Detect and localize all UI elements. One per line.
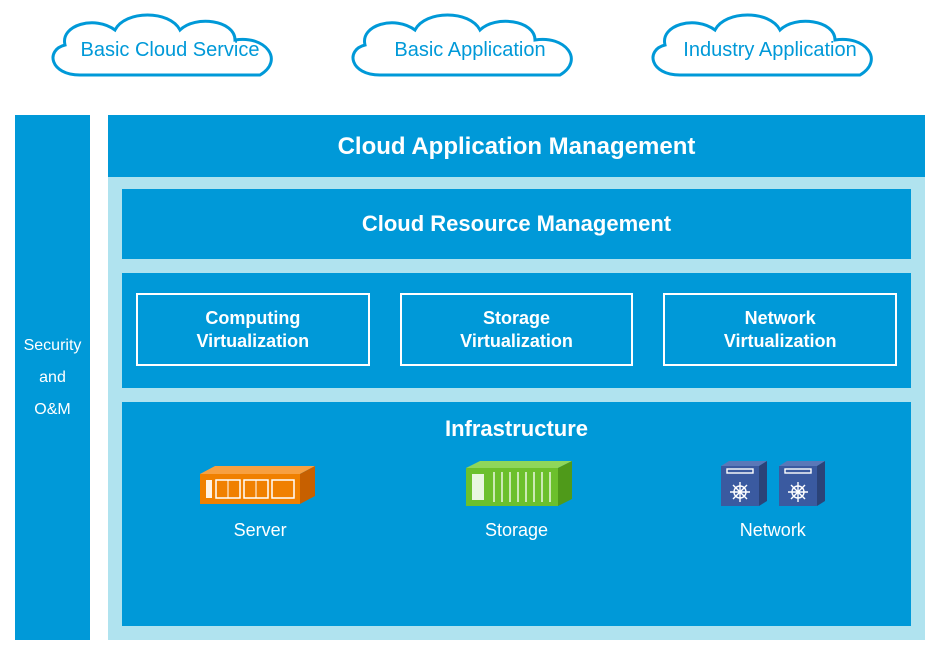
storage-icon xyxy=(446,454,586,512)
sidebar-security-om: Security and O&M xyxy=(15,115,90,640)
storage-virtualization-box: Storage Virtualization xyxy=(400,293,634,366)
sidebar-line: O&M xyxy=(24,394,82,426)
content-column: Cloud Application Management Cloud Resou… xyxy=(108,115,925,640)
virtualization-row: Computing Virtualization Storage Virtual… xyxy=(122,273,911,388)
network-virtualization-box: Network Virtualization xyxy=(663,293,897,366)
virt-line: Virtualization xyxy=(144,330,362,353)
cloud-industry-application: Industry Application xyxy=(630,5,910,95)
main-area: Security and O&M Cloud Application Manag… xyxy=(0,100,940,655)
infra-item-server: Server xyxy=(190,454,330,541)
cloud-basic-cloud-service: Basic Cloud Service xyxy=(30,5,310,95)
computing-virtualization-box: Computing Virtualization xyxy=(136,293,370,366)
infra-caption: Network xyxy=(740,520,806,541)
light-panel: Cloud Resource Management Computing Virt… xyxy=(108,177,925,640)
top-clouds-row: Basic Cloud Service Basic Application In… xyxy=(0,0,940,100)
infrastructure-icons-row: Server xyxy=(122,448,911,545)
virt-line: Virtualization xyxy=(671,330,889,353)
virt-line: Network xyxy=(671,307,889,330)
cloud-basic-application: Basic Application xyxy=(330,5,610,95)
infra-caption: Storage xyxy=(485,520,548,541)
infra-item-network: Network xyxy=(703,454,843,541)
cloud-app-mgmt-title: Cloud Application Management xyxy=(108,115,925,177)
sidebar-line: Security xyxy=(24,330,82,362)
cloud-resource-mgmt-block: Cloud Resource Management xyxy=(122,189,911,259)
network-icon xyxy=(703,454,843,512)
infrastructure-block: Infrastructure xyxy=(122,402,911,626)
sidebar-line: and xyxy=(24,362,82,394)
virt-line: Storage xyxy=(408,307,626,330)
virt-line: Computing xyxy=(144,307,362,330)
cloud-resource-mgmt-title: Cloud Resource Management xyxy=(362,211,671,236)
cloud-label: Basic Application xyxy=(394,39,545,62)
cloud-label: Basic Cloud Service xyxy=(81,39,260,62)
cloud-label: Industry Application xyxy=(683,39,856,62)
server-icon xyxy=(190,454,330,512)
infra-caption: Server xyxy=(234,520,287,541)
infrastructure-title: Infrastructure xyxy=(122,402,911,448)
infra-item-storage: Storage xyxy=(446,454,586,541)
virt-line: Virtualization xyxy=(408,330,626,353)
